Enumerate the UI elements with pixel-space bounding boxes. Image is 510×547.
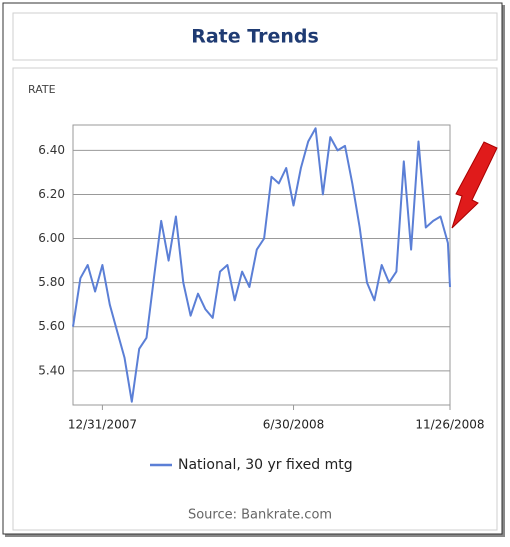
y-tick-label: 6.00 [38,231,65,245]
y-tick-label: 6.40 [38,143,65,157]
x-tick-label: 11/26/2008 [415,418,484,432]
plot-area [72,124,451,406]
chart-title: Rate Trends [191,26,319,48]
source: Source: Bankrate.com [188,508,332,523]
y-tick-label: 5.60 [38,319,65,333]
x-tick-label: 12/31/2007 [68,418,137,432]
x-tick-label: 6/30/2008 [263,418,325,432]
title-box [12,12,498,61]
y-tick-label: 5.40 [38,363,65,377]
data-line [72,127,451,403]
y-tick-label: 6.20 [38,187,65,201]
y-axis-label: RATE [28,83,56,96]
legend-label: National, 30 yr fixed mtg [178,457,353,473]
plot: 5.40 5.60 5.80 6.00 6.20 6.40 12/31/2007 6/30/2… [38,124,485,473]
arrow-annotation [451,141,498,229]
y-tick-label: 5.80 [38,275,65,289]
